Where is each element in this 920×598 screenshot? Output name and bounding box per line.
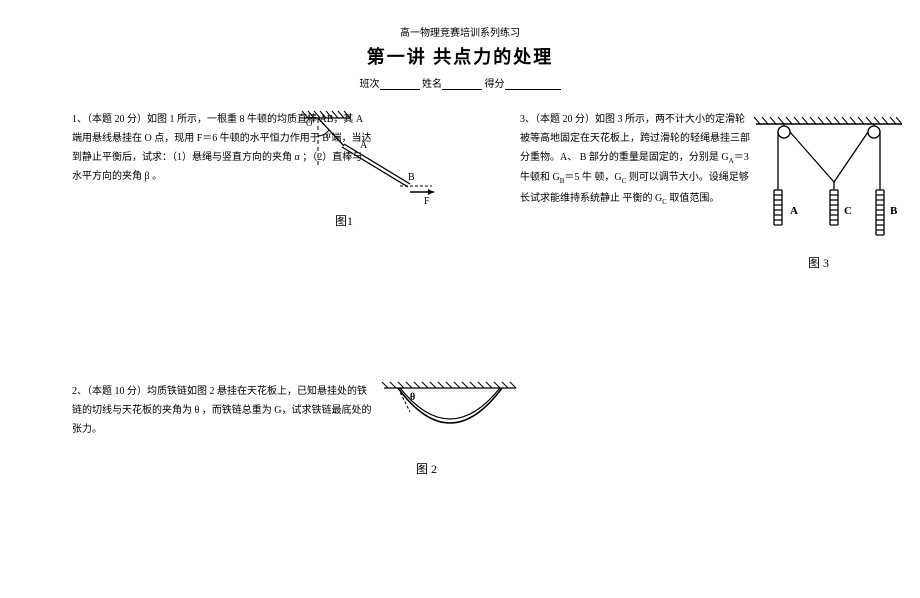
question-2-text: 2、（本题 10 分）均质铁链如图 2 悬挂在天花板上，已知悬挂处的铁链的切线与…	[72, 382, 372, 439]
figure-2: θ	[380, 378, 520, 458]
label-alpha: α	[326, 130, 331, 140]
page-subtitle: 高一物理竞赛培训系列练习	[0, 0, 920, 39]
label-theta: θ	[410, 392, 415, 403]
label-C3: C	[844, 205, 852, 217]
form-line: 班次 姓名 得分	[0, 75, 920, 90]
figure-3-label: 图 3	[808, 254, 829, 271]
figure-1: O α A B F	[300, 108, 440, 218]
score-label: 得分	[485, 79, 505, 90]
name-blank	[442, 79, 482, 90]
label-O: O	[306, 118, 313, 128]
name-label: 姓名	[422, 79, 442, 90]
label-B: B	[408, 172, 415, 183]
label-F: F	[424, 196, 430, 207]
label-B3: B	[890, 205, 898, 217]
label-A3: A	[790, 205, 798, 217]
page-title: 第一讲 共点力的处理	[0, 43, 920, 69]
label-A: A	[360, 140, 368, 151]
score-blank	[505, 79, 561, 90]
class-label: 班次	[360, 79, 380, 90]
question-3-text: 3、（本题 20 分）如图 3 所示，两不计大小的定滑轮被等高地固定在天花板上，…	[520, 110, 750, 209]
class-blank	[380, 79, 420, 90]
figure-1-label: 图1	[335, 212, 353, 229]
figure-3: A C B	[754, 112, 904, 252]
figure-2-label: 图 2	[416, 460, 437, 477]
